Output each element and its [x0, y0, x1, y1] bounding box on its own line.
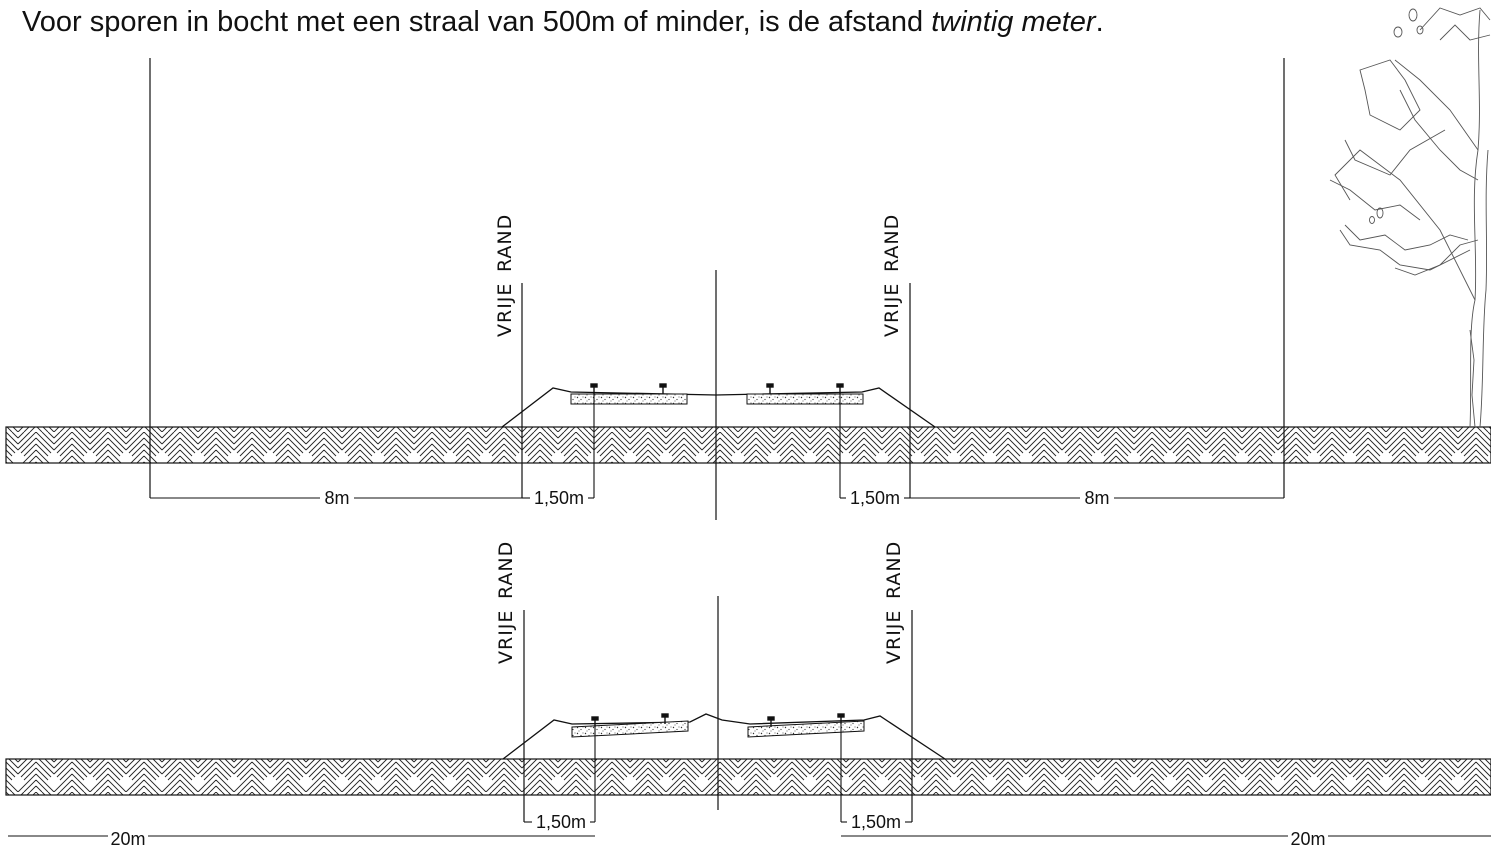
title-text: Voor sporen in bocht met een straal van … [22, 6, 932, 38]
tree-illustration [1329, 7, 1491, 428]
bottom-section: 1,50m 1,50m 20m 20m VRIJE RAND VRIJE RAN… [5, 541, 1491, 849]
bottom-embankment-profile [502, 713, 946, 760]
bottom-dim-inner-left-label: 1,50m [536, 812, 586, 832]
top-dim-right-label: 8m [1084, 488, 1109, 508]
top-dim-inner-left-label: 1,50m [534, 488, 584, 508]
top-embankment-profile [501, 387, 936, 428]
top-ground-band [5, 426, 1491, 464]
top-ballast-left [570, 393, 688, 405]
bottom-dim-left-label: 20m [110, 829, 145, 849]
top-right-rand-label: RAND [881, 214, 903, 272]
diagram-title: Voor sporen in bocht met een straal van … [22, 6, 1104, 39]
top-dim-inner-right-label: 1,50m [850, 488, 900, 508]
top-rails [590, 383, 844, 394]
title-end: . [1095, 6, 1104, 38]
bottom-dim-inner-right-label: 1,50m [851, 812, 901, 832]
bottom-ground-band [5, 758, 1491, 796]
bottom-dim-right-label: 20m [1290, 829, 1325, 849]
top-left-vrije-label: VRIJE [494, 283, 516, 337]
bottom-right-vrije-label: VRIJE [883, 610, 905, 664]
bottom-left-vrije-label: VRIJE [495, 610, 517, 664]
bottom-ballast-right [747, 720, 865, 738]
title-emphasis: twintig meter [931, 6, 1096, 38]
bottom-rails [591, 713, 845, 727]
top-left-rand-label: RAND [494, 214, 516, 272]
bottom-dimension-lines [8, 821, 1491, 837]
bottom-left-rand-label: RAND [495, 541, 517, 599]
top-dim-left-label: 8m [324, 488, 349, 508]
bottom-right-rand-label: RAND [883, 541, 905, 599]
top-right-vrije-label: VRIJE [881, 283, 903, 337]
top-ballast-right [746, 393, 864, 405]
top-section: 8m 1,50m 1,50m 8m VRIJE RAND VRIJE RAND [5, 58, 1491, 520]
bottom-ballast-left [571, 720, 689, 738]
